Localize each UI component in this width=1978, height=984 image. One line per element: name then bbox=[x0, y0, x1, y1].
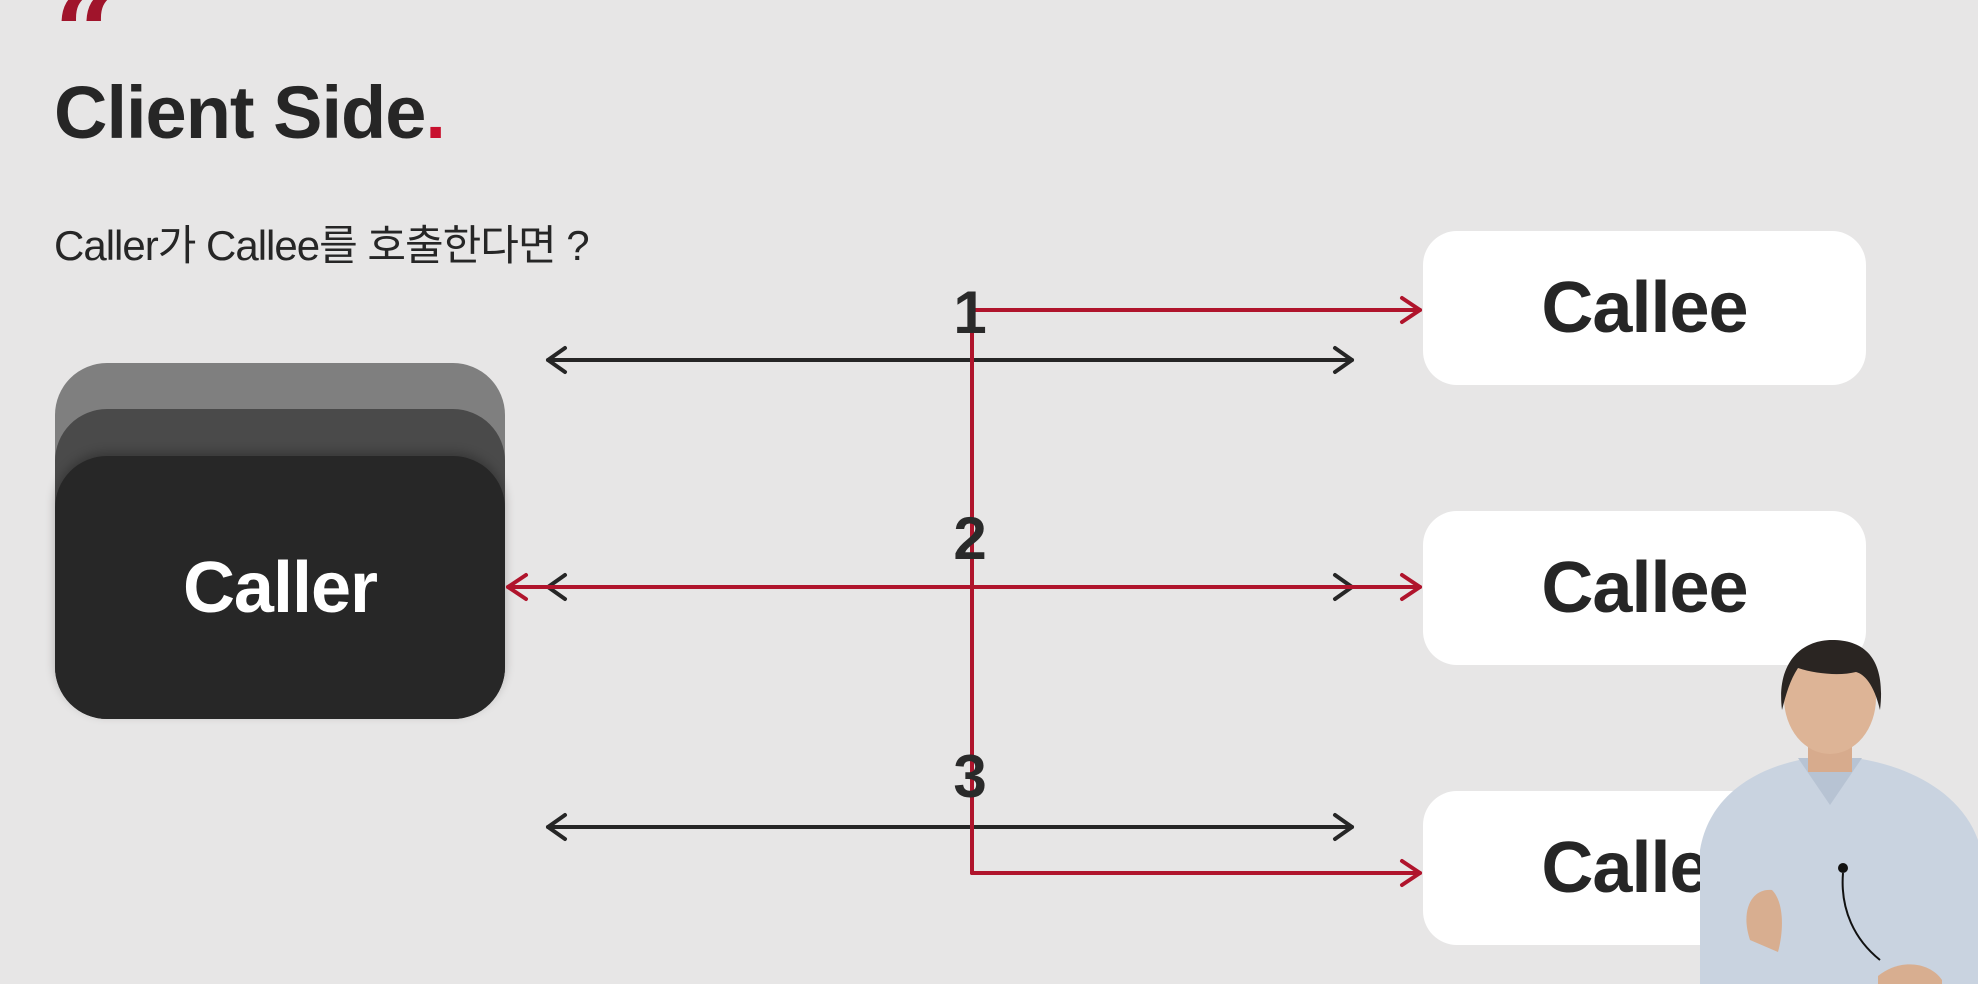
slide-title: Client Side. bbox=[54, 70, 446, 155]
quote-mark-icon: “ bbox=[54, 0, 118, 97]
microphone-cable bbox=[1841, 872, 1881, 961]
callee-box-2: Callee bbox=[1423, 511, 1866, 665]
slide-subtitle: Caller가 Callee를 호출한다면 ? bbox=[54, 222, 590, 269]
presenter-video-overlay bbox=[1700, 640, 1978, 984]
black-arrowhead-1-left bbox=[546, 346, 567, 374]
red-arrowhead-1 bbox=[1400, 296, 1422, 324]
presenter-hand-left bbox=[1746, 889, 1782, 952]
caller-stack: Caller bbox=[55, 363, 505, 719]
red-arrowhead-2-left bbox=[506, 573, 528, 601]
slide-title-text: Client Side bbox=[54, 71, 426, 154]
microphone-icon bbox=[1838, 863, 1848, 873]
caller-layer-front bbox=[55, 456, 505, 719]
callee-box-1: Callee bbox=[1423, 231, 1866, 385]
black-arrowhead-1-right bbox=[1333, 346, 1354, 374]
presenter-hair bbox=[1781, 640, 1882, 710]
caller-label: Caller bbox=[182, 547, 378, 628]
slide-title-dot: . bbox=[425, 71, 446, 154]
step-number-3: 3 bbox=[953, 743, 987, 810]
black-arrowhead-3-right bbox=[1333, 813, 1354, 841]
step-number-2: 2 bbox=[953, 505, 987, 572]
step-number-1: 1 bbox=[953, 279, 987, 346]
presenter-hand-right bbox=[1878, 964, 1942, 984]
black-arrowhead-3-left bbox=[546, 813, 567, 841]
red-arrowhead-3 bbox=[1400, 859, 1422, 887]
callee-label-1: Callee bbox=[1541, 268, 1748, 348]
callee-label-2: Callee bbox=[1541, 548, 1748, 628]
red-arrowhead-2-right bbox=[1400, 573, 1422, 601]
